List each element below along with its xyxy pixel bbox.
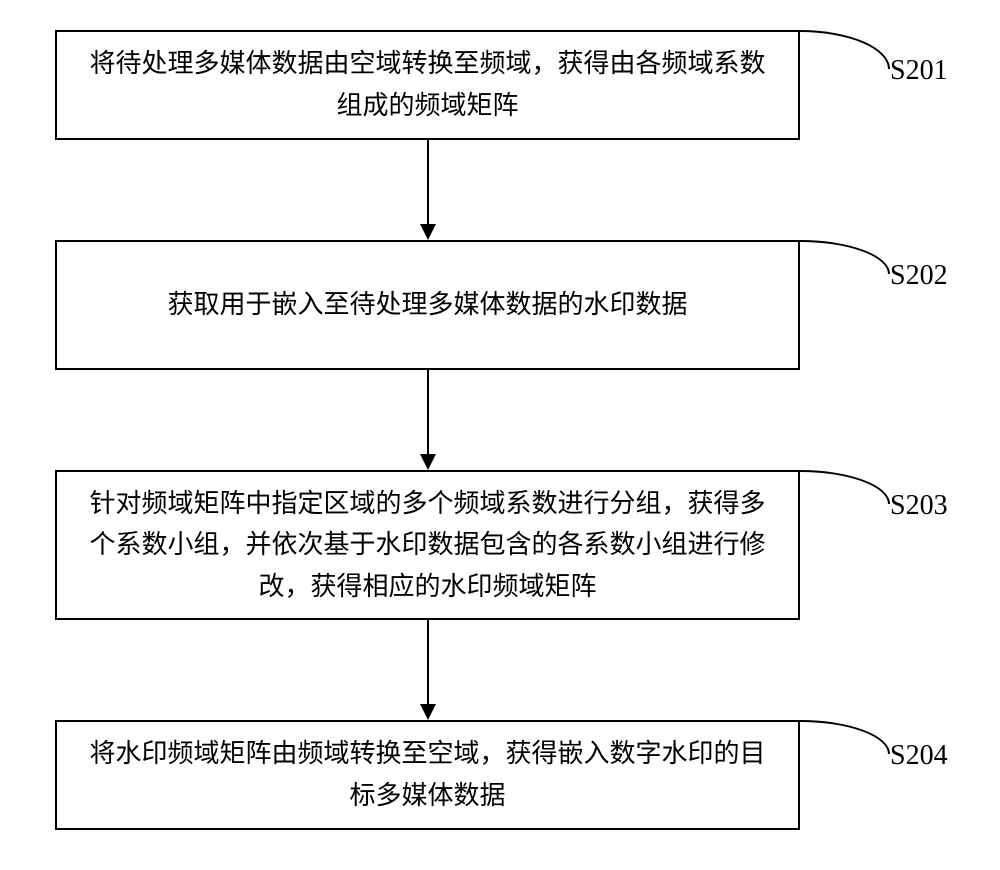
arrow-s202-s203 xyxy=(413,370,443,470)
step-label-s201: S201 xyxy=(890,55,948,87)
step-text-s202: 获取用于嵌入至待处理多媒体数据的水印数据 xyxy=(167,284,687,326)
step-box-s204: 将水印频域矩阵由频域转换至空域，获得嵌入数字水印的目标多媒体数据 xyxy=(55,720,800,830)
arrow-s203-s204 xyxy=(413,620,443,720)
step-label-s204: S204 xyxy=(890,740,948,772)
step-text-s204: 将水印频域矩阵由频域转换至空域，获得嵌入数字水印的目标多媒体数据 xyxy=(77,733,778,816)
step-text-s203: 针对频域矩阵中指定区域的多个频域系数进行分组，获得多个系数小组，并依次基于水印数… xyxy=(77,483,778,608)
step-box-s203: 针对频域矩阵中指定区域的多个频域系数进行分组，获得多个系数小组，并依次基于水印数… xyxy=(55,470,800,620)
step-label-s203: S203 xyxy=(890,490,948,522)
connector-s201 xyxy=(800,30,890,69)
step-text-s201: 将待处理多媒体数据由空域转换至频域，获得由各频域系数组成的频域矩阵 xyxy=(77,43,778,126)
connector-s202 xyxy=(800,240,890,274)
arrow-s201-s202 xyxy=(413,140,443,240)
step-box-s202: 获取用于嵌入至待处理多媒体数据的水印数据 xyxy=(55,240,800,370)
step-box-s201: 将待处理多媒体数据由空域转换至频域，获得由各频域系数组成的频域矩阵 xyxy=(55,30,800,140)
connector-s203 xyxy=(800,470,890,504)
flowchart-canvas: 将待处理多媒体数据由空域转换至频域，获得由各频域系数组成的频域矩阵获取用于嵌入至… xyxy=(0,0,1000,870)
step-label-s202: S202 xyxy=(890,260,948,292)
connector-s204 xyxy=(800,720,890,754)
